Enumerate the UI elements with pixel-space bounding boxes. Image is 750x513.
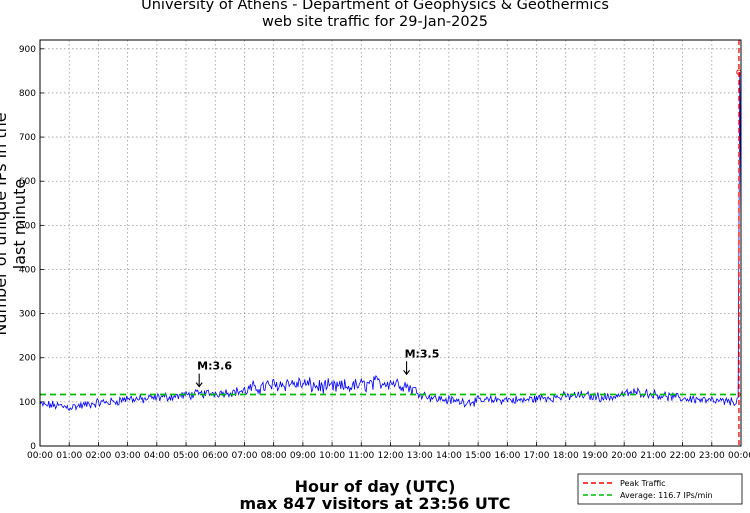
- x-tick-label: 16:00: [494, 451, 520, 461]
- magnitude-annotation: M:3.5: [403, 347, 440, 376]
- x-tick-label: 07:00: [231, 451, 257, 461]
- chart-title: University of Athens - Department of Geo…: [141, 0, 609, 13]
- x-tick-label: 15:00: [465, 451, 491, 461]
- annotation-label: M:3.6: [197, 360, 232, 373]
- chart-caption: max 847 visitors at 23:56 UTC: [239, 494, 511, 513]
- x-tick-label: 00:00: [27, 451, 53, 461]
- y-tick-label: 800: [19, 89, 36, 99]
- magnitude-annotation: M:3.6: [195, 360, 232, 388]
- legend-box: [577, 473, 743, 505]
- y-tick-label: 500: [19, 221, 36, 231]
- x-tick-label: 01:00: [56, 451, 82, 461]
- x-tick-label: 17:00: [524, 451, 550, 461]
- chart-subtitle: web site traffic for 29-Jan-2025: [261, 14, 489, 30]
- y-tick-label: 400: [19, 265, 36, 275]
- x-tick-label: 12:00: [378, 451, 404, 461]
- x-tick-label: 05:00: [173, 451, 199, 461]
- x-tick-label: 18:00: [553, 451, 579, 461]
- x-tick-label: 22:00: [670, 451, 696, 461]
- x-tick-label: 10:00: [319, 451, 345, 461]
- x-tick-label: 04:00: [144, 451, 170, 461]
- annotation-arrow: [403, 361, 411, 376]
- x-tick-label: 14:00: [436, 451, 462, 461]
- x-tick-label: 00:00: [728, 451, 750, 461]
- x-tick-label: 06:00: [202, 451, 228, 461]
- y-tick-label: 300: [19, 310, 36, 320]
- y-tick-label: 600: [19, 177, 36, 187]
- x-tick-label: 21:00: [640, 451, 666, 461]
- y-tick-label: 700: [19, 133, 36, 143]
- x-axis-label: Hour of day (UTC): [294, 477, 456, 496]
- legend-label: Peak Traffic: [620, 479, 666, 488]
- legend-label: Average: 116.7 IPs/min: [620, 491, 713, 500]
- x-tick-label: 09:00: [290, 451, 316, 461]
- y-tick-label: 900: [19, 45, 36, 55]
- annotation-arrow: [195, 373, 203, 388]
- plot-area: [40, 40, 741, 446]
- x-tick-label: 19:00: [582, 451, 608, 461]
- annotation-label: M:3.5: [405, 347, 440, 360]
- x-tick-label: 08:00: [261, 451, 287, 461]
- x-tick-label: 02:00: [85, 451, 111, 461]
- x-tick-label: 23:00: [699, 451, 725, 461]
- y-tick-label: 200: [19, 354, 36, 364]
- x-tick-label: 20:00: [611, 451, 637, 461]
- x-tick-label: 11:00: [348, 451, 374, 461]
- y-tick-label: 0: [30, 442, 36, 452]
- plot-frame: [39, 39, 742, 447]
- x-tick-label: 13:00: [407, 451, 433, 461]
- y-tick-label: 100: [19, 398, 36, 408]
- x-tick-label: 03:00: [115, 451, 141, 461]
